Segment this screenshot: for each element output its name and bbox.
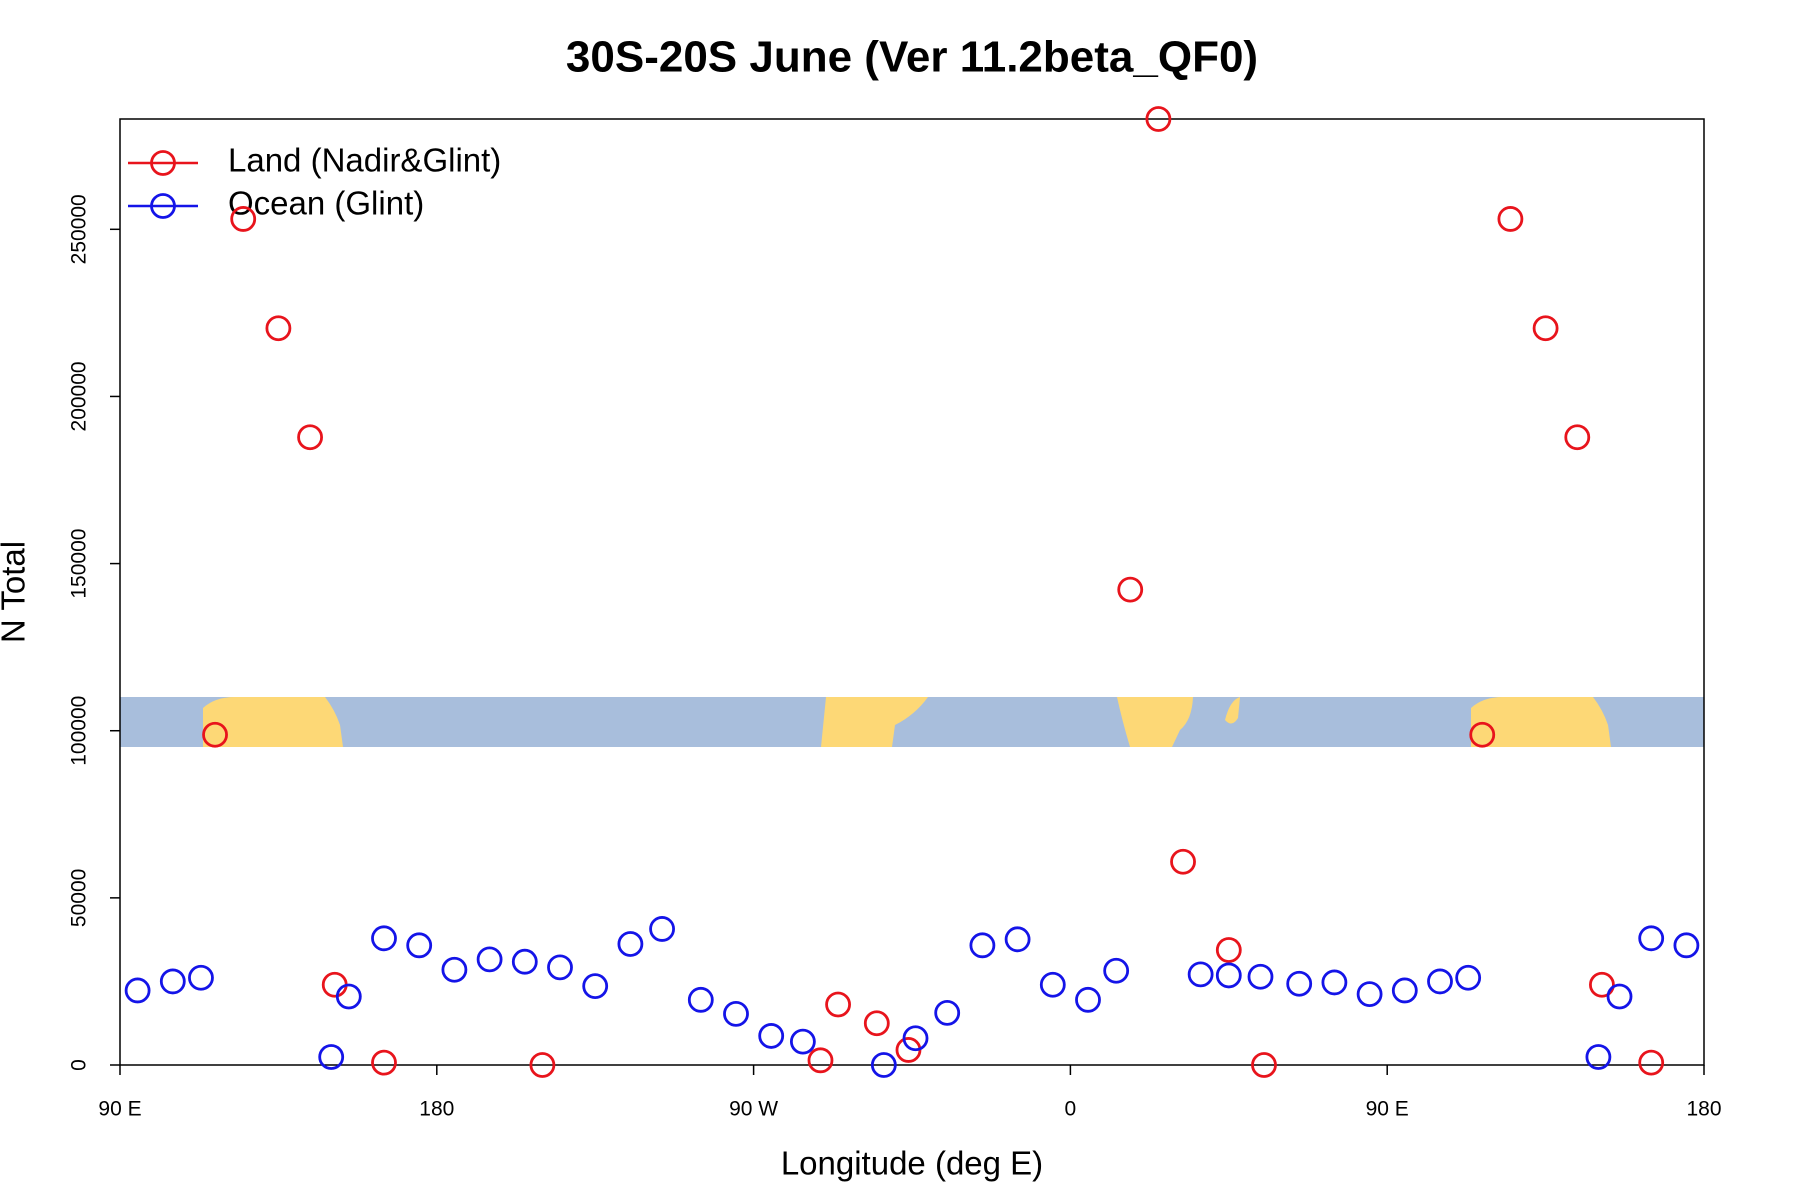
map-band [120,697,1704,747]
data-point [758,1023,785,1049]
data-point [318,1044,345,1070]
data-point [188,964,214,991]
data-point [1564,424,1591,451]
legend-marker [150,150,176,176]
data-point [582,973,609,1000]
land-patch [203,697,343,747]
data-point [1103,957,1130,984]
data-point [335,983,362,1010]
y-axis-label: N Total [0,541,32,643]
data-point [1469,721,1496,748]
data-point [1391,977,1418,1004]
data-point [870,1052,897,1078]
data-point [1215,962,1242,989]
data-point [617,931,644,957]
data-point [863,1010,890,1037]
data-point [1532,315,1559,342]
y-tick-label: 0 [68,1059,91,1071]
data-point [476,946,503,973]
data-point [511,948,538,975]
y-tick-label: 50000 [68,869,91,927]
data-point [297,424,323,451]
data-point [529,1052,556,1078]
land-patch [1117,697,1193,747]
data-point [371,1049,397,1076]
data-point [1589,971,1615,998]
x-tick-label: 0 [1065,1098,1077,1121]
data-point [1117,576,1144,603]
data-point [1455,964,1482,991]
data-point [371,925,397,952]
y-tick-label: 150000 [68,529,91,599]
chart-title: 30S-20S June (Ver 11.2beta_QF0) [566,33,1258,82]
data-point [723,1000,749,1027]
x-tick-label: 90 E [98,1098,141,1121]
data-point [1215,937,1242,963]
data-point [406,932,433,959]
data-point [969,932,996,959]
data-point [202,721,228,748]
legend-marker [150,193,176,219]
data-point [124,977,151,1004]
data-point [1356,981,1383,1008]
data-point [1638,1049,1665,1076]
legend-label: Ocean (Glint) [228,185,424,222]
data-point [789,1028,816,1055]
data-point [1286,970,1313,997]
data-point [1427,968,1453,995]
x-axis-label: Longitude (deg E) [781,1145,1043,1182]
data-point [230,206,257,232]
data-point [1145,106,1172,132]
data-point [1321,969,1348,996]
data-point [1247,963,1274,990]
legend: Land (Nadir&Glint) Ocean (Glint) [128,142,501,222]
land-patch [1225,697,1240,724]
data-point [1606,983,1633,1010]
data-point [1039,971,1066,998]
data-point [1638,925,1665,952]
data-point [1585,1044,1612,1070]
x-tick-label: 90 E [1366,1098,1409,1121]
data-point [1251,1052,1277,1078]
data-point [1187,961,1214,988]
data-point [1170,848,1196,875]
data-point [687,986,714,1013]
data-point [934,999,961,1026]
data-point [902,1025,929,1052]
x-tick-label: 90 W [729,1098,778,1121]
data-point [1075,986,1101,1013]
legend-label: Land (Nadir&Glint) [228,142,501,179]
y-tick-label: 200000 [68,361,91,431]
x-tick-label: 180 [1686,1098,1721,1121]
data-point [1673,932,1700,959]
plot-frame [119,118,1705,1066]
data-point [649,916,675,942]
data-point [265,315,292,342]
y-tick-label: 250000 [68,194,91,264]
data-point [1497,206,1524,232]
data-point [807,1047,834,1074]
data-point [547,954,573,981]
x-tick-label: 180 [419,1098,454,1121]
data-point [321,971,348,998]
data-point [825,991,851,1018]
data-point [1004,926,1031,953]
land-patch [1471,697,1611,747]
y-tick-label: 100000 [68,696,91,766]
land-patch [821,697,928,747]
data-point [159,968,186,995]
data-point [441,956,468,983]
